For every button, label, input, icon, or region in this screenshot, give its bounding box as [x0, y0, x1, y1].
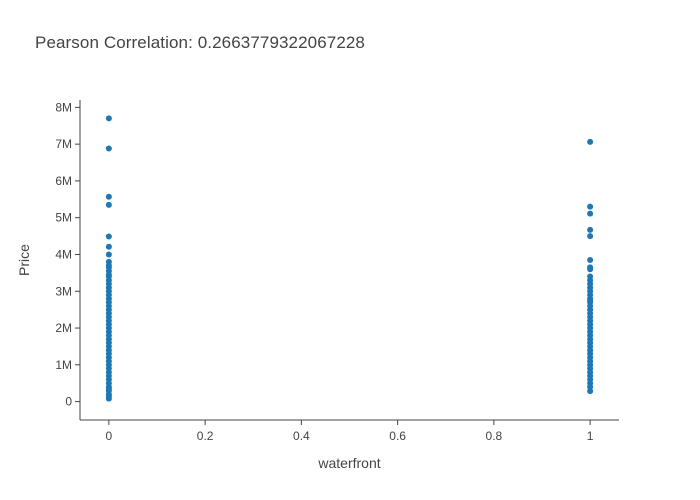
data-point[interactable]: [105, 243, 112, 250]
x-tick-label: 0.8: [486, 429, 503, 443]
y-tick-label: 0: [65, 395, 72, 409]
x-axis-title: waterfront: [317, 455, 380, 471]
y-tick-label: 3M: [55, 284, 72, 298]
y-tick-label: 8M: [55, 100, 72, 114]
data-point[interactable]: [105, 145, 112, 152]
data-point[interactable]: [587, 383, 594, 390]
data-point[interactable]: [105, 115, 112, 122]
y-tick-label: 1M: [55, 358, 72, 372]
y-tick-label: 2M: [55, 321, 72, 335]
data-point[interactable]: [105, 201, 112, 208]
x-tick-label: 0.2: [197, 429, 214, 443]
data-point[interactable]: [105, 193, 112, 200]
y-tick-label: 6M: [55, 174, 72, 188]
y-tick-label: 4M: [55, 247, 72, 261]
data-point[interactable]: [105, 395, 112, 402]
chart-title: Pearson Correlation: 0.2663779322067228: [35, 33, 365, 52]
data-point[interactable]: [587, 210, 594, 217]
x-tick-label: 0: [106, 429, 113, 443]
data-point[interactable]: [587, 233, 594, 240]
y-tick-label: 5M: [55, 211, 72, 225]
x-tick-label: 0.4: [293, 429, 310, 443]
y-tick-layer: 0 1M 2M 3M 4M 5M 6M 7M 8M: [55, 100, 80, 409]
y-tick-label: 7M: [55, 137, 72, 151]
data-point[interactable]: [587, 388, 594, 395]
data-point[interactable]: [587, 266, 594, 273]
x-tick-layer: 0 0.2 0.4 0.6 0.8 1: [106, 420, 594, 443]
y-axis-title: Price: [16, 244, 32, 276]
x-tick-label: 0.6: [389, 429, 406, 443]
data-point[interactable]: [587, 203, 594, 210]
axes-layer: [79, 100, 619, 421]
data-point[interactable]: [105, 251, 112, 258]
x-tick-label: 1: [587, 429, 594, 443]
data-point[interactable]: [587, 226, 594, 233]
data-point[interactable]: [587, 257, 594, 263]
data-point[interactable]: [105, 233, 112, 240]
data-point[interactable]: [587, 138, 594, 145]
points-layer: [105, 115, 594, 402]
